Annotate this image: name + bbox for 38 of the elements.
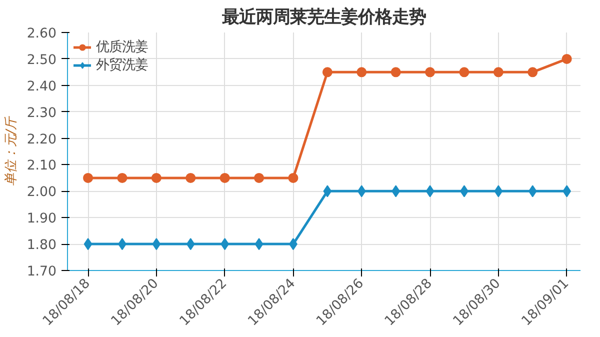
point	[390, 67, 401, 78]
point	[493, 67, 504, 78]
point	[459, 67, 470, 78]
point	[186, 172, 196, 183]
point	[117, 172, 128, 183]
legend-label: 优质洗姜	[96, 38, 148, 56]
chart-title: 最近两周莱芜生姜价格走势	[221, 6, 426, 28]
point	[254, 172, 264, 183]
y-tick-label: 2.40	[26, 79, 57, 94]
y-tick-label: 1.80	[26, 238, 57, 254]
y-tick-label: 2.10	[26, 158, 57, 174]
legend-label: 外贸洗姜	[96, 56, 148, 74]
point	[494, 185, 503, 198]
point	[186, 238, 195, 250]
y-tick-label: 1.90	[26, 212, 57, 227]
point	[356, 67, 367, 78]
y-tick-label: 2.30	[26, 106, 57, 121]
y-tick-label: 2.60	[26, 26, 57, 42]
y-axis-title: 单位：元/斤	[4, 114, 19, 186]
point	[323, 185, 332, 198]
point	[288, 172, 298, 183]
point	[322, 67, 332, 78]
y-tick-label: 1.70	[26, 264, 57, 280]
point	[152, 238, 161, 250]
point	[562, 54, 572, 64]
point	[425, 67, 436, 78]
point	[357, 185, 366, 198]
point	[220, 172, 230, 183]
point	[83, 172, 94, 183]
y-tick-label: 2.50	[26, 52, 57, 68]
y-tick-label: 2.00	[26, 185, 57, 200]
point	[528, 185, 537, 198]
point	[84, 238, 92, 250]
point	[426, 185, 434, 198]
point	[528, 67, 538, 78]
point	[254, 238, 264, 250]
y-tick-label: 2.20	[26, 132, 57, 148]
point	[151, 172, 162, 183]
